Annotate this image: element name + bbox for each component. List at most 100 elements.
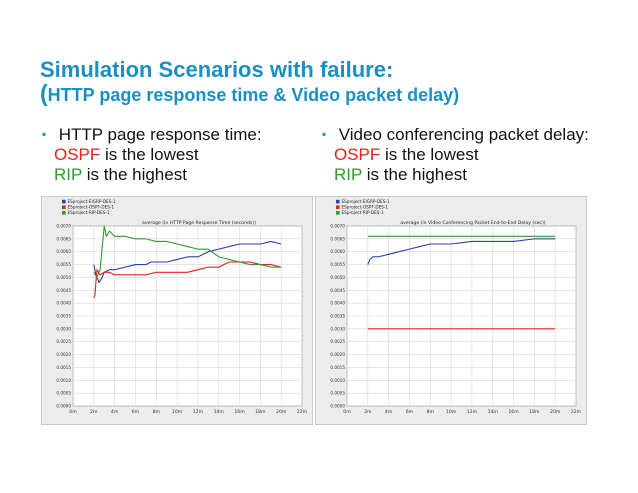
y-tick-label: 0.0055 [330,262,345,267]
x-tick-label: 12m [467,409,478,415]
ospf-label: OSPF [334,145,381,164]
y-tick-label: 0.0020 [330,352,345,357]
x-tick-label: 4m [111,409,119,415]
x-tick-label: 8m [427,409,435,415]
x-tick-label: 20m [550,409,561,415]
subtitle-paren: ( [40,80,48,106]
legend-label: ESproject-RIP-DES-1 [68,210,110,215]
left-line3-rest: is the highest [82,165,187,184]
y-tick-label: 0.0045 [56,288,71,293]
legend-swatch [336,205,340,209]
x-tick-label: 18m [529,409,540,415]
y-tick-label: 0.0005 [330,391,345,396]
right-bullet-heading: Video conferencing packet delay: [338,125,589,144]
y-tick-label: 0.0065 [56,236,71,241]
y-tick-label: 0.0005 [56,391,71,396]
ospf-label: OSPF [54,145,101,164]
x-tick-label: 6m [406,409,414,415]
series-line [93,225,282,278]
legend-swatch [336,211,340,215]
y-tick-label: 0.0015 [56,365,71,370]
y-tick-label: 0.0015 [330,365,345,370]
y-tick-label: 0.0030 [56,326,71,331]
y-tick-label: 0.0020 [56,352,71,357]
y-tick-label: 0.0025 [330,339,345,344]
x-tick-label: 20m [276,409,287,415]
y-tick-label: 0.0025 [56,339,71,344]
x-tick-label: 18m [255,409,266,415]
legend-label: ESproject-EIGRP-DES-1 [342,199,390,204]
series-line [367,238,556,265]
chart-title: average (in Video Conferencing Packet En… [400,220,545,226]
y-tick-label: 0.0050 [330,275,345,280]
right-bullet-heading-line: ▪ Video conferencing packet delay: [322,124,589,145]
x-tick-label: 10m [172,409,183,415]
video-packet-delay-chart: 0.0070 0.0065 0.0060 0.0055 0.0050 0.0045 0.00… [315,196,587,425]
http-response-time-chart: 0.0070 0.0065 0.0060 0.0055 0.0050 0.0045 0.00… [41,196,313,425]
x-tick-label: 4m [385,409,393,415]
y-tick-label: 0.0000 [56,404,71,409]
x-tick-label: 6m [132,409,140,415]
right-line2-rest: is the lowest [380,145,479,164]
y-tick-label: 0.0040 [330,301,345,306]
legend-swatch [62,205,66,209]
title-line-1: Simulation Scenarios with failure: [40,57,394,82]
rip-label: RIP [54,165,83,184]
x-tick-label: 2m [90,409,98,415]
series-line [93,261,282,299]
left-line2-rest: is the lowest [100,145,199,164]
left-bullet-heading-line: ▪ HTTP page response time: [42,124,262,145]
right-line3-rest: is the highest [362,165,467,184]
left-bullet-heading: HTTP page response time: [58,125,262,144]
legend-label: ESproject-OSPF-DES-1 [68,205,115,210]
title-line-2: (HTTP page response time & Video packet … [40,81,459,107]
bullet-square-icon: ▪ [42,127,47,141]
y-tick-label: 0.0010 [330,378,345,383]
rip-label: RIP [334,165,363,184]
left-bullet-list: ▪ HTTP page response time: OSPF is the l… [42,124,262,185]
x-tick-label: 16m [508,409,519,415]
x-tick-label: 14m [488,409,499,415]
y-tick-label: 0.0035 [330,314,345,319]
y-tick-label: 0.0030 [330,326,345,331]
chart-svg: 0.0070 0.0065 0.0060 0.0055 0.0050 0.0045 0.00… [315,196,587,425]
y-tick-label: 0.0070 [330,224,345,229]
legend-label: ESproject-OSPF-DES-1 [342,205,389,210]
y-tick-label: 0.0035 [56,314,71,319]
legend-swatch [336,199,340,204]
x-tick-label: 22m [571,409,582,415]
left-bullet-line-3: RIP is the highest [42,165,262,185]
y-tick-label: 0.0045 [330,288,345,293]
x-tick-label: 16m [234,409,245,415]
y-tick-label: 0.0040 [56,301,71,306]
y-tick-label: 0.0050 [56,275,71,280]
x-tick-label: 2m [364,409,372,415]
y-tick-label: 0.0055 [56,262,71,267]
x-tick-label: 22m [297,409,308,415]
y-tick-label: 0.0000 [330,404,345,409]
chart-title: average (in HTTP Page Response Time (sec… [142,220,256,226]
legend-swatch [62,211,66,215]
x-tick-label: 0m [69,409,77,415]
x-tick-label: 10m [446,409,457,415]
right-bullet-line-2: OSPF is the lowest [322,145,589,165]
slide-title: Simulation Scenarios with failure: (HTTP… [40,58,459,107]
left-bullet-line-2: OSPF is the lowest [42,145,262,165]
subtitle-text: HTTP page response time & Video packet d… [47,85,460,105]
legend-label: ESproject-RIP-DES-1 [342,210,384,215]
y-tick-label: 0.0070 [56,224,71,229]
right-bullet-line-3: RIP is the highest [322,165,589,185]
bullet-square-icon: ▪ [322,127,327,141]
legend-label: ESproject-EIGRP-DES-1 [68,199,116,204]
right-bullet-list: ▪ Video conferencing packet delay: OSPF … [322,124,589,185]
y-tick-label: 0.0065 [330,236,345,241]
x-tick-label: 8m [153,409,161,415]
chart-svg: 0.0070 0.0065 0.0060 0.0055 0.0050 0.0045 0.00… [41,196,313,425]
legend-swatch [62,199,66,204]
x-tick-label: 12m [193,409,204,415]
x-tick-label: 14m [214,409,225,415]
y-tick-label: 0.0060 [56,249,71,254]
y-tick-label: 0.0060 [330,249,345,254]
x-tick-label: 0m [343,409,351,415]
y-tick-label: 0.0010 [56,378,71,383]
